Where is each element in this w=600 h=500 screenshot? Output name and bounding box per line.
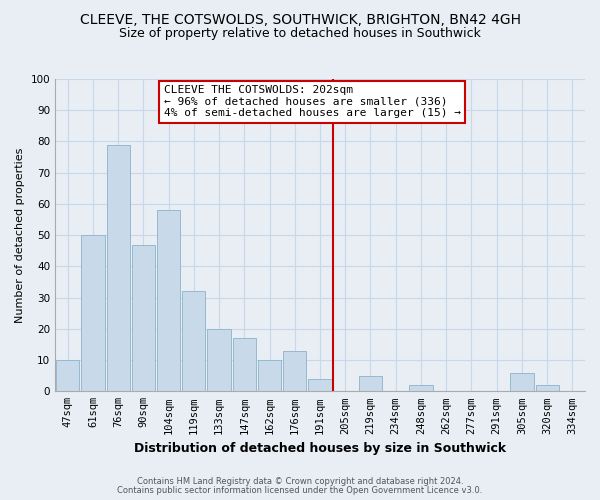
Bar [56,360,79,392]
Bar [182,292,205,392]
Text: Size of property relative to detached houses in Southwick: Size of property relative to detached ho… [119,28,481,40]
Bar [107,144,130,392]
Bar [258,360,281,392]
Bar [233,338,256,392]
Bar [283,350,307,392]
Bar [511,372,533,392]
Bar [308,379,332,392]
Text: Contains public sector information licensed under the Open Government Licence v3: Contains public sector information licen… [118,486,482,495]
Bar [409,385,433,392]
Text: CLEEVE THE COTSWOLDS: 202sqm
← 96% of detached houses are smaller (336)
4% of se: CLEEVE THE COTSWOLDS: 202sqm ← 96% of de… [164,85,461,118]
Y-axis label: Number of detached properties: Number of detached properties [15,148,25,323]
Bar [536,385,559,392]
Bar [208,329,230,392]
X-axis label: Distribution of detached houses by size in Southwick: Distribution of detached houses by size … [134,442,506,455]
Text: Contains HM Land Registry data © Crown copyright and database right 2024.: Contains HM Land Registry data © Crown c… [137,477,463,486]
Bar [157,210,180,392]
Bar [359,376,382,392]
Bar [132,244,155,392]
Text: CLEEVE, THE COTSWOLDS, SOUTHWICK, BRIGHTON, BN42 4GH: CLEEVE, THE COTSWOLDS, SOUTHWICK, BRIGHT… [79,12,521,26]
Bar [81,235,104,392]
